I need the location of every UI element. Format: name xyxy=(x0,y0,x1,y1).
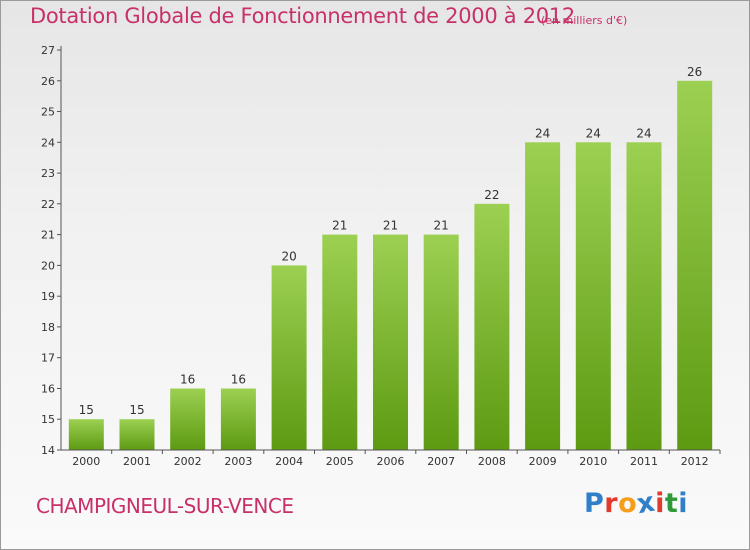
x-tick-label-2001: 2001 xyxy=(123,455,151,468)
y-tick-label-20: 20 xyxy=(41,259,55,272)
data-label-2005: 21 xyxy=(332,219,347,233)
x-tick-label-2011: 2011 xyxy=(630,455,658,468)
y-tick-label-18: 18 xyxy=(41,321,55,334)
y-tick-label-24: 24 xyxy=(41,136,55,149)
data-label-2000: 15 xyxy=(79,403,94,417)
data-label-2012: 26 xyxy=(687,65,702,79)
y-tick-label-19: 19 xyxy=(41,290,55,303)
x-tick-label-2010: 2010 xyxy=(579,455,607,468)
y-tick-label-16: 16 xyxy=(41,383,55,396)
bar-2006 xyxy=(373,234,408,450)
bar-2007 xyxy=(423,234,459,450)
x-tick-label-2007: 2007 xyxy=(427,455,455,468)
x-tick-label-2008: 2008 xyxy=(478,455,506,468)
logo-letter: i xyxy=(655,488,665,519)
data-label-2011: 24 xyxy=(636,126,651,140)
bar-2011 xyxy=(626,142,662,451)
bar-2010 xyxy=(575,142,611,451)
logo-letter: r xyxy=(604,488,619,519)
data-label-2006: 21 xyxy=(383,219,398,233)
x-tick-label-2009: 2009 xyxy=(529,455,557,468)
axis-layer: 2000 2001 2002 2003 2004 2005 2006 2007 2008 2009… xyxy=(41,44,721,468)
logo-letter: t xyxy=(664,488,679,519)
x-tick-label-2000: 2000 xyxy=(72,455,100,468)
y-tick-label-14: 14 xyxy=(41,444,55,457)
y-tick-label-17: 17 xyxy=(41,352,55,365)
bar-2002 xyxy=(170,388,206,450)
x-tick-label-2006: 2006 xyxy=(377,455,405,468)
logo-letter: P xyxy=(584,488,605,519)
data-label-2001: 15 xyxy=(129,403,144,417)
x-tick-label-2005: 2005 xyxy=(326,455,354,468)
bar-2009 xyxy=(525,142,561,451)
x-tick-label-2004: 2004 xyxy=(275,455,303,468)
data-label-2009: 24 xyxy=(535,126,550,140)
x-tick-label-2002: 2002 xyxy=(174,455,202,468)
data-label-2003: 16 xyxy=(231,373,246,387)
data-label-2002: 16 xyxy=(180,373,195,387)
y-tick-label-21: 21 xyxy=(41,229,55,242)
bar-2000 xyxy=(68,419,104,450)
bar-2005 xyxy=(322,234,358,450)
data-label-2004: 20 xyxy=(281,249,296,263)
commune-name: CHAMPIGNEUL-SUR-VENCE xyxy=(36,494,294,518)
y-tick-label-27: 27 xyxy=(41,44,55,57)
logo-letter: o xyxy=(618,488,638,519)
y-tick-label-25: 25 xyxy=(41,106,55,119)
x-tick-label-2012: 2012 xyxy=(681,455,709,468)
proxiti-logo[interactable]: Proxiti xyxy=(584,487,689,521)
bar-2008 xyxy=(474,203,510,450)
y-tick-label-15: 15 xyxy=(41,413,55,426)
data-label-2010: 24 xyxy=(586,126,601,140)
bar-2004 xyxy=(271,265,307,450)
y-tick-label-26: 26 xyxy=(41,75,55,88)
bar-2012 xyxy=(677,80,713,451)
bars-layer: 15 15 16 16 20 21 21 21 22 24 24 24 26 xyxy=(68,65,713,451)
y-tick-label-23: 23 xyxy=(41,167,55,180)
unit-label: (en milliers d'€) xyxy=(541,14,628,27)
bar-2003 xyxy=(220,388,256,450)
logo-letter: i xyxy=(678,488,689,519)
x-tick-label-2003: 2003 xyxy=(224,455,252,468)
bar-2001 xyxy=(119,419,155,450)
chart-title: Dotation Globale de Fonctionnement de 20… xyxy=(30,4,575,28)
y-tick-label-22: 22 xyxy=(41,198,55,211)
data-label-2008: 22 xyxy=(484,188,499,202)
data-label-2007: 21 xyxy=(434,219,449,233)
